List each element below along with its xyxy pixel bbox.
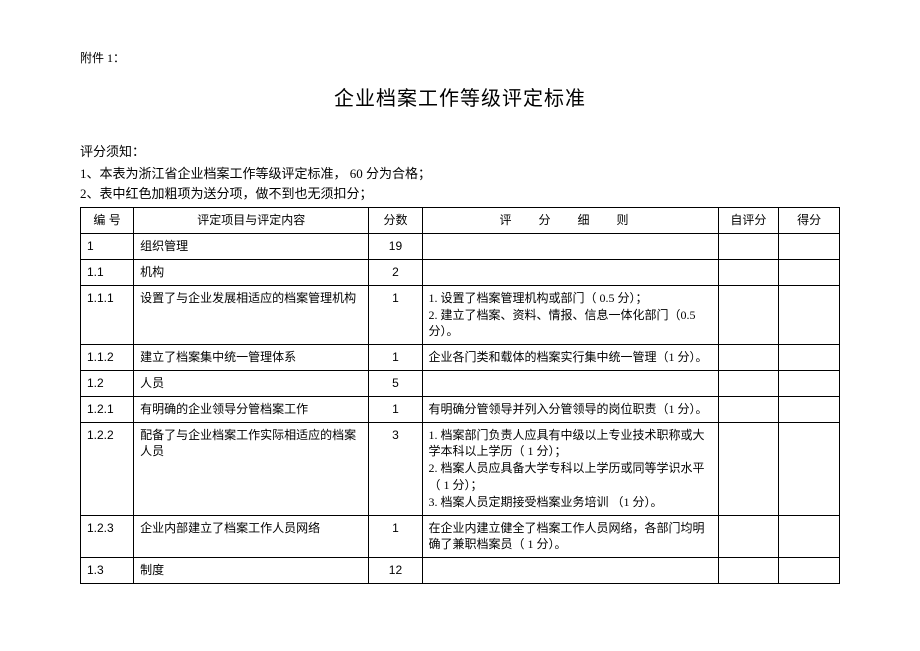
table-row: 1组织管理19 [81,234,840,260]
cell-desc: 设置了与企业发展相适应的档案管理机构 [134,285,369,344]
header-score: 分数 [369,208,422,234]
cell-score: 19 [369,234,422,260]
cell-desc: 组织管理 [134,234,369,260]
cell-rule: 1. 档案部门负责人应具有中级以上专业技术职称或大学本科以上学历（ 1 分）； … [422,422,718,515]
cell-final [779,515,840,558]
cell-id: 1.2 [81,370,134,396]
cell-self [718,370,779,396]
cell-score: 1 [369,396,422,422]
header-rule: 评 分 细 则 [422,208,718,234]
cell-score: 5 [369,370,422,396]
cell-self [718,515,779,558]
header-id: 编 号 [81,208,134,234]
cell-rule: 有明确分管领导并列入分管领导的岗位职责（1 分）。 [422,396,718,422]
cell-id: 1.1.2 [81,345,134,371]
notice-heading: 评分须知： [80,143,840,161]
cell-final [779,558,840,584]
cell-self [718,259,779,285]
cell-self [718,558,779,584]
cell-final [779,259,840,285]
cell-rule [422,370,718,396]
table-row: 1.2.1有明确的企业领导分管档案工作1有明确分管领导并列入分管领导的岗位职责（… [81,396,840,422]
notice-line-2: 2、表中红色加粗项为送分项，做不到也无须扣分； [80,185,840,203]
header-final: 得分 [779,208,840,234]
cell-score: 1 [369,515,422,558]
cell-desc: 建立了档案集中统一管理体系 [134,345,369,371]
cell-self [718,345,779,371]
cell-final [779,370,840,396]
cell-rule: 1. 设置了档案管理机构或部门（ 0.5 分）； 2. 建立了档案、资料、情报、… [422,285,718,344]
cell-desc: 制度 [134,558,369,584]
cell-final [779,345,840,371]
notice-line-1: 1、本表为浙江省企业档案工作等级评定标准， 60 分为合格； [80,165,840,183]
cell-score: 12 [369,558,422,584]
table-row: 1.2人员5 [81,370,840,396]
cell-score: 3 [369,422,422,515]
attachment-label: 附件 1： [80,50,840,67]
cell-final [779,285,840,344]
cell-rule: 企业各门类和载体的档案实行集中统一管理（1 分）。 [422,345,718,371]
cell-id: 1.2.3 [81,515,134,558]
table-row: 1.3制度12 [81,558,840,584]
cell-id: 1.2.1 [81,396,134,422]
cell-score: 1 [369,285,422,344]
rating-table: 编 号 评定项目与评定内容 分数 评 分 细 则 自评分 得分 1组织管理191… [80,207,840,584]
cell-final [779,234,840,260]
page-title: 企业档案工作等级评定标准 [80,85,840,113]
cell-id: 1.3 [81,558,134,584]
cell-rule [422,234,718,260]
cell-rule: 在企业内建立健全了档案工作人员网络，各部门均明确了兼职档案员（ 1 分）。 [422,515,718,558]
cell-score: 1 [369,345,422,371]
cell-score: 2 [369,259,422,285]
cell-id: 1 [81,234,134,260]
cell-desc: 有明确的企业领导分管档案工作 [134,396,369,422]
cell-id: 1.2.2 [81,422,134,515]
cell-self [718,422,779,515]
cell-id: 1.1 [81,259,134,285]
header-self: 自评分 [718,208,779,234]
cell-rule [422,259,718,285]
table-row: 1.1机构2 [81,259,840,285]
cell-desc: 人员 [134,370,369,396]
table-row: 1.1.2建立了档案集中统一管理体系1企业各门类和载体的档案实行集中统一管理（1… [81,345,840,371]
table-row: 1.1.1设置了与企业发展相适应的档案管理机构11. 设置了档案管理机构或部门（… [81,285,840,344]
table-header-row: 编 号 评定项目与评定内容 分数 评 分 细 则 自评分 得分 [81,208,840,234]
cell-desc: 配备了与企业档案工作实际相适应的档案人员 [134,422,369,515]
cell-desc: 企业内部建立了档案工作人员网络 [134,515,369,558]
header-desc: 评定项目与评定内容 [134,208,369,234]
cell-final [779,396,840,422]
cell-id: 1.1.1 [81,285,134,344]
cell-desc: 机构 [134,259,369,285]
cell-self [718,234,779,260]
table-row: 1.2.3企业内部建立了档案工作人员网络1在企业内建立健全了档案工作人员网络，各… [81,515,840,558]
cell-final [779,422,840,515]
cell-self [718,285,779,344]
cell-rule [422,558,718,584]
table-row: 1.2.2配备了与企业档案工作实际相适应的档案人员31. 档案部门负责人应具有中… [81,422,840,515]
cell-self [718,396,779,422]
